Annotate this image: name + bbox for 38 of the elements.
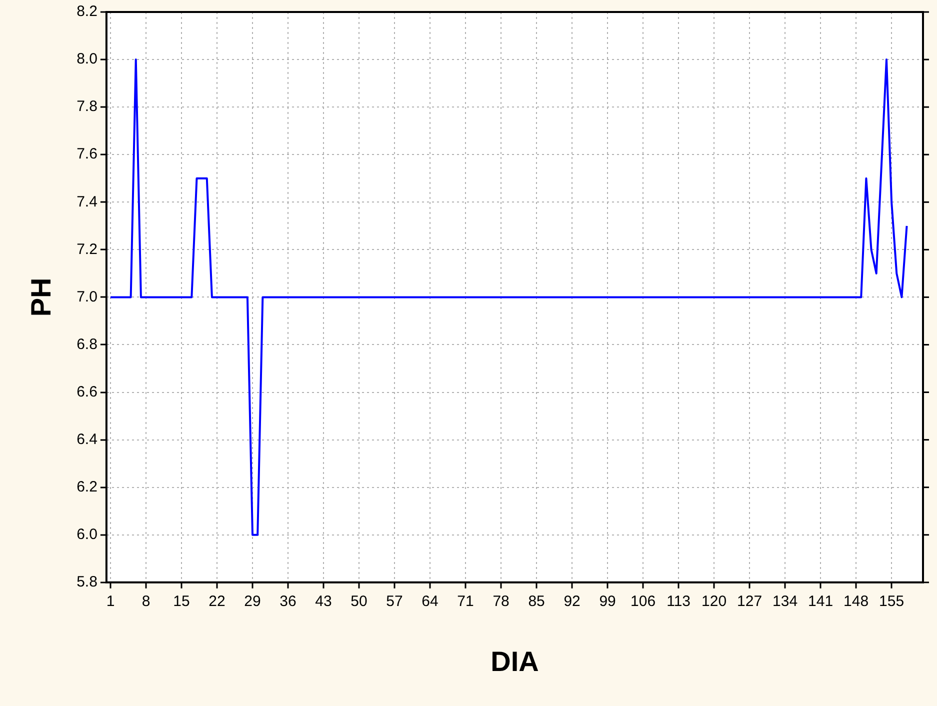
y-tick-label: 7.8 bbox=[76, 98, 98, 116]
x-tick-label: 1 bbox=[106, 593, 115, 610]
x-tick-label: 64 bbox=[422, 593, 438, 610]
x-tick-label: 22 bbox=[208, 593, 226, 610]
y-tick-label: 6.4 bbox=[76, 430, 98, 448]
y-tick-label: 8.2 bbox=[76, 3, 98, 20]
x-tick-label: 15 bbox=[173, 593, 190, 610]
y-axis-title: PH bbox=[26, 278, 57, 317]
y-tick-label: 7.6 bbox=[76, 146, 98, 163]
x-tick-label: 78 bbox=[492, 593, 510, 610]
y-tick-label: 7.4 bbox=[76, 193, 98, 210]
x-tick-label: 134 bbox=[772, 593, 798, 610]
x-tick-label: 113 bbox=[666, 593, 691, 610]
x-tick-label: 85 bbox=[528, 593, 545, 610]
y-tick-label: 6.0 bbox=[76, 526, 98, 544]
y-tick-label: 6.6 bbox=[76, 383, 98, 400]
x-tick-label: 99 bbox=[599, 593, 616, 610]
y-tick-label: 8.0 bbox=[76, 50, 98, 68]
y-tick-label: 6.8 bbox=[76, 336, 98, 353]
y-tick-label: 7.0 bbox=[76, 288, 98, 306]
x-tick-label: 29 bbox=[244, 593, 261, 610]
y-tick-label: 7.2 bbox=[76, 240, 98, 258]
x-tick-label: 71 bbox=[457, 593, 474, 610]
x-tick-label: 92 bbox=[564, 593, 580, 610]
x-tick-label: 148 bbox=[844, 593, 869, 610]
y-tick-label: 5.8 bbox=[76, 574, 98, 591]
x-tick-label: 155 bbox=[879, 593, 904, 610]
y-tick-label: 6.2 bbox=[76, 478, 98, 496]
x-tick-label: 141 bbox=[808, 593, 834, 610]
x-tick-label: 43 bbox=[315, 593, 332, 610]
x-tick-label: 50 bbox=[350, 593, 368, 610]
x-tick-label: 57 bbox=[386, 593, 403, 610]
x-tick-label: 106 bbox=[630, 593, 656, 610]
x-tick-label: 8 bbox=[142, 593, 150, 610]
x-tick-label: 120 bbox=[702, 593, 727, 610]
x-tick-label: 127 bbox=[737, 593, 762, 610]
x-tick-label: 36 bbox=[280, 593, 296, 610]
x-axis-title: DIA bbox=[490, 646, 539, 677]
